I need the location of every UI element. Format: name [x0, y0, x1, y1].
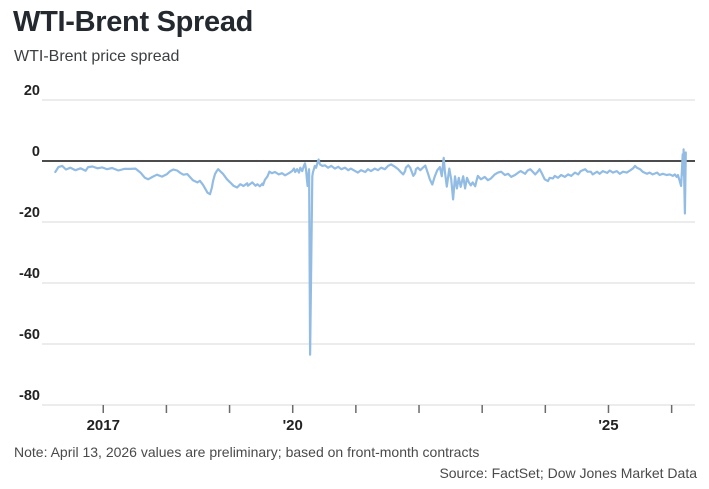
chart-note: Note: April 13, 2026 values are prelimin… [14, 444, 480, 460]
x-axis-label: '25 [598, 417, 618, 434]
y-axis-label: -80 [19, 388, 40, 404]
chart-source: Source: FactSet; Dow Jones Market Data [439, 465, 697, 481]
chart-subtitle: WTI-Brent price spread [14, 48, 180, 65]
x-axis-label: '20 [283, 417, 303, 434]
y-axis-label: 20 [24, 83, 40, 99]
chart-title: WTI-Brent Spread [13, 6, 254, 38]
y-axis-label: -60 [19, 327, 40, 343]
x-axis-label: 2017 [87, 417, 120, 434]
spread-line [54, 148, 687, 356]
y-axis-label: -20 [19, 205, 40, 221]
y-axis-label: -40 [19, 266, 40, 282]
y-axis-label: 0 [32, 144, 40, 160]
